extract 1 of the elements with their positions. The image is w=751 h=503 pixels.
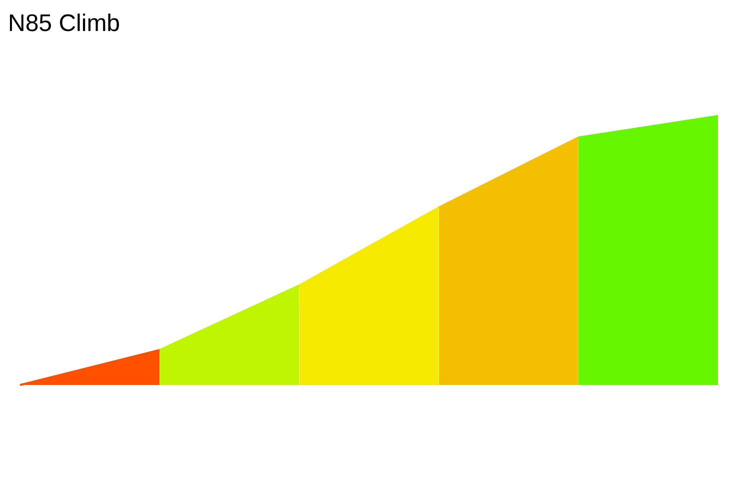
chart-title: N85 Climb bbox=[8, 10, 120, 38]
